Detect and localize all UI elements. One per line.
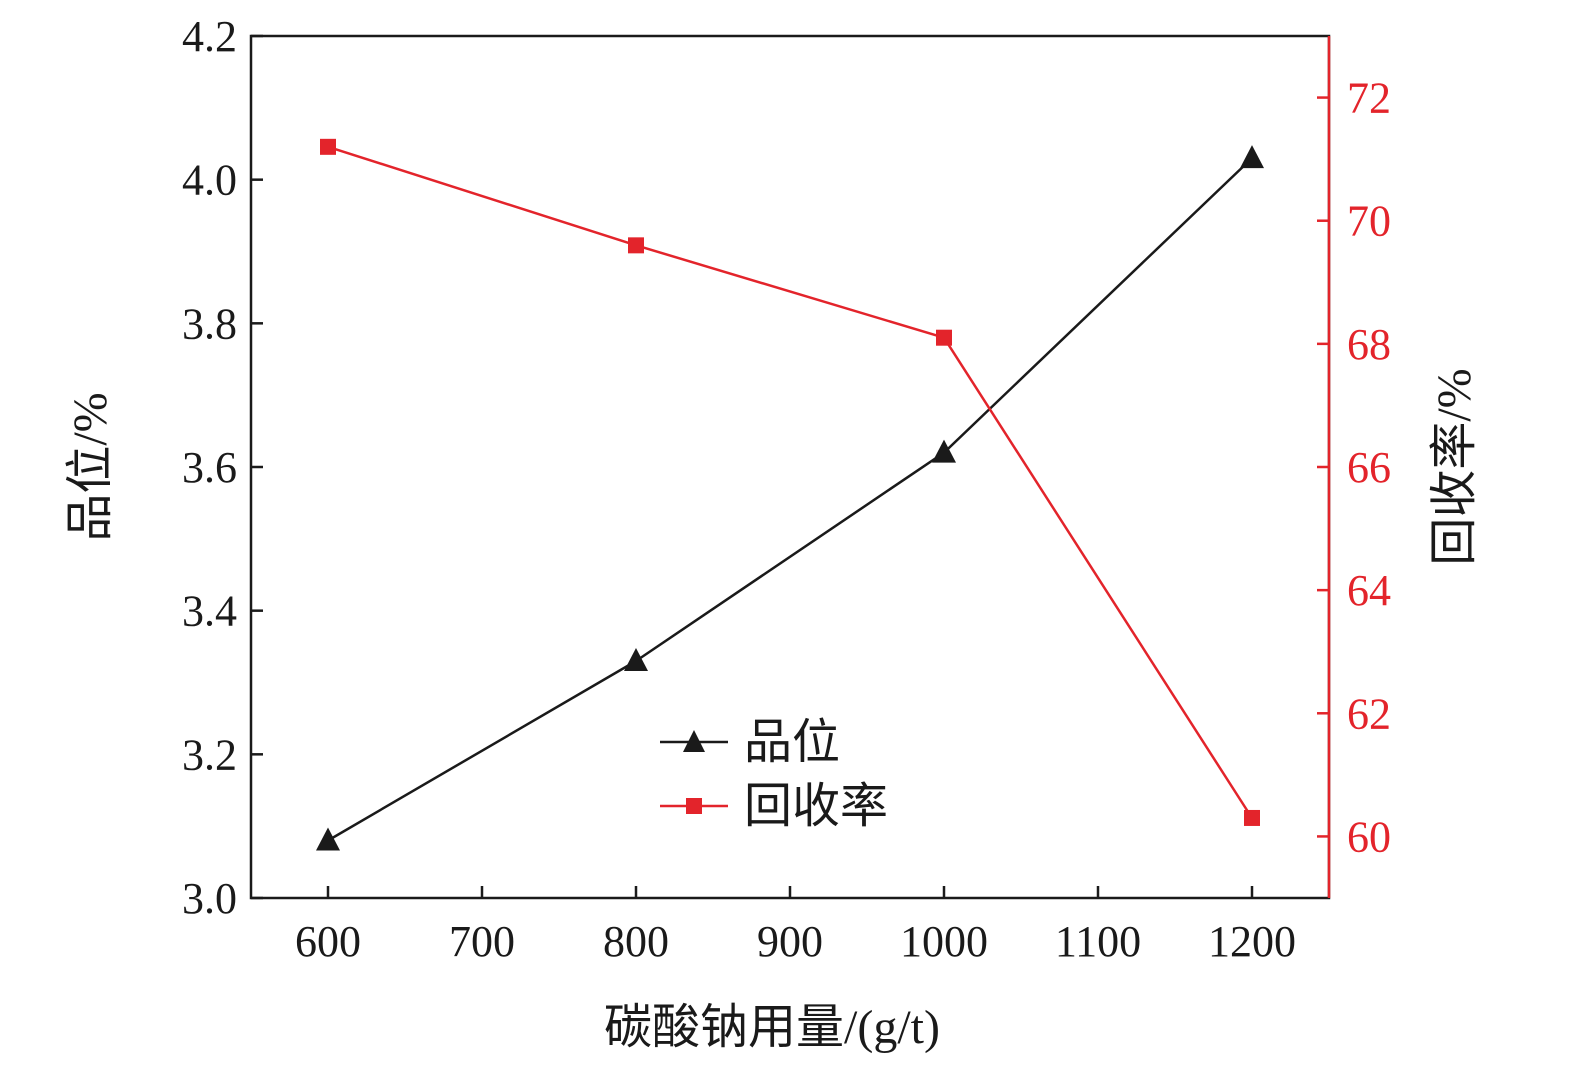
right-y-tick-label: 60: [1347, 812, 1391, 861]
series-line-triangle: [327, 157, 1253, 842]
legend-label-grade: 品位: [744, 716, 840, 769]
x-tick-label: 1100: [1055, 917, 1141, 966]
right-y-tick-label: 66: [1347, 443, 1391, 492]
x-axis-title: 碳酸钠用量/(g/t): [604, 1001, 940, 1054]
legend-marker-square: [686, 798, 702, 814]
legend-label-recovery: 回收率: [744, 780, 888, 833]
data-point-triangle: [316, 827, 340, 851]
data-point-square: [320, 138, 336, 155]
left-y-tick-label: 3.8: [182, 299, 237, 348]
left-y-tick-label: 3.0: [182, 874, 237, 923]
right-y-tick-label: 64: [1347, 566, 1391, 615]
right-y-tick-label: 62: [1347, 689, 1391, 738]
legend-marker-triangle: [683, 730, 705, 752]
x-tick-label: 700: [449, 917, 515, 966]
left-y-tick-label: 3.2: [182, 730, 237, 779]
x-tick-label: 1200: [1208, 917, 1296, 966]
right-y-axis: 60 62 64 66 68 70 72: [1317, 74, 1391, 861]
series-layer: [316, 138, 1264, 851]
right-y-axis-title: 回收率/%: [1428, 368, 1481, 565]
left-y-axis: 3.0 3.2 3.4 3.6 3.8 4.0 4.2: [182, 12, 263, 923]
series-line-square: [327, 145, 1254, 819]
data-point-triangle: [624, 647, 648, 671]
left-y-axis-title: 品位/%: [64, 392, 117, 541]
right-y-tick-label: 72: [1347, 74, 1391, 123]
data-point-square: [628, 237, 644, 254]
legend: 品位 回收率: [660, 716, 888, 833]
x-axis: 600 700 800 900 1000 1100 1200: [295, 886, 1296, 966]
x-tick-label: 1000: [900, 917, 988, 966]
left-y-tick-label: 4.2: [182, 12, 237, 61]
x-tick-label: 600: [295, 917, 361, 966]
right-y-tick-label: 70: [1347, 197, 1391, 246]
x-tick-label: 900: [757, 917, 823, 966]
left-y-tick-label: 4.0: [182, 156, 237, 205]
left-y-tick-label: 3.4: [182, 587, 237, 636]
data-point-square: [1244, 809, 1260, 826]
x-tick-label: 800: [603, 917, 669, 966]
right-y-tick-label: 68: [1347, 320, 1391, 369]
data-point-square: [936, 329, 952, 346]
left-y-tick-label: 3.6: [182, 443, 237, 492]
data-point-triangle: [1240, 145, 1264, 169]
data-point-triangle: [932, 439, 956, 463]
